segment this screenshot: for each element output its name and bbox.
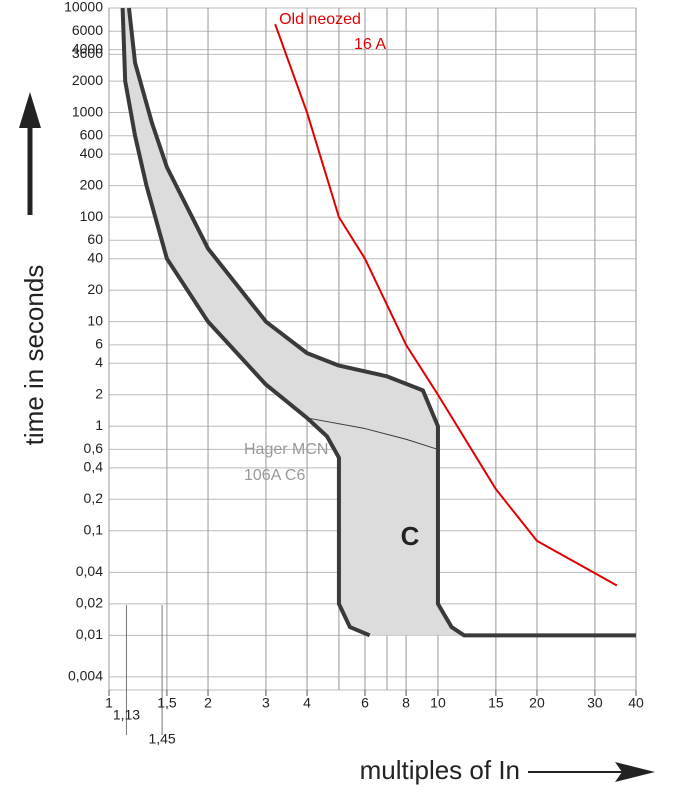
x-tick-label: 40 xyxy=(628,695,644,711)
annotation: Old neozed xyxy=(279,11,361,28)
x-tick-label: 3 xyxy=(262,695,270,711)
y-axis-label: time in seconds xyxy=(19,265,49,446)
y-tick-label: 60 xyxy=(87,231,103,247)
y-tick-label: 0,01 xyxy=(76,626,103,642)
x-tick-label: 30 xyxy=(587,695,603,711)
x-tick-label: 6 xyxy=(361,695,369,711)
x-tick-label: 4 xyxy=(303,695,311,711)
y-tick-label: 3600 xyxy=(72,45,103,61)
series-line xyxy=(126,7,636,638)
marker-label: 1,13 xyxy=(113,707,140,723)
y-tick-label: 600 xyxy=(80,126,104,142)
y-tick-label: 4000 xyxy=(72,40,103,56)
x-tick-label: 1 xyxy=(105,695,113,711)
x-tick-label: 8 xyxy=(402,695,410,711)
x-tick-label: 2 xyxy=(204,695,212,711)
x-tick-label: 15 xyxy=(488,695,504,711)
y-tick-label: 200 xyxy=(80,176,104,192)
arrow-head xyxy=(615,762,655,782)
marker-label: 1,45 xyxy=(148,731,175,747)
y-tick-label: 0,04 xyxy=(76,563,103,579)
y-tick-label: 10000 xyxy=(64,0,103,15)
y-tick-label: 0,1 xyxy=(84,521,104,537)
band-fill xyxy=(122,8,636,636)
annotation: C xyxy=(401,521,420,551)
arrow-head xyxy=(19,92,41,128)
series-line xyxy=(274,23,618,587)
y-tick-label: 4 xyxy=(95,354,103,370)
y-tick-label: 6 xyxy=(95,336,103,352)
y-tick-label: 0,2 xyxy=(84,490,104,506)
series-layer xyxy=(120,7,636,638)
y-tick-label: 2 xyxy=(95,385,103,401)
series-line xyxy=(120,7,371,638)
y-tick-label: 0,4 xyxy=(84,459,104,475)
annotation: 16 A xyxy=(354,36,386,53)
x-tick-label: 1,5 xyxy=(157,695,177,711)
annotation: Hager MCN xyxy=(244,441,328,458)
y-tick-label: 0,6 xyxy=(84,440,104,456)
series-line xyxy=(306,417,439,450)
y-tick-label: 400 xyxy=(80,145,104,161)
annotation: 106A C6 xyxy=(244,467,305,484)
y-tick-label: 2000 xyxy=(72,72,103,88)
y-tick-label: 10 xyxy=(87,312,103,328)
y-tick-label: 20 xyxy=(87,281,103,297)
y-tick-label: 6000 xyxy=(72,22,103,38)
x-tick-label: 10 xyxy=(430,695,446,711)
y-tick-label: 1000 xyxy=(72,103,103,119)
y-tick-label: 40 xyxy=(87,249,103,265)
y-tick-label: 100 xyxy=(80,208,104,224)
y-tick-label: 0,004 xyxy=(68,668,103,684)
y-tick-label: 0,02 xyxy=(76,595,103,611)
y-tick-label: 1 xyxy=(95,417,103,433)
x-axis-label: multiples of In xyxy=(360,755,520,785)
x-tick-label: 20 xyxy=(529,695,545,711)
